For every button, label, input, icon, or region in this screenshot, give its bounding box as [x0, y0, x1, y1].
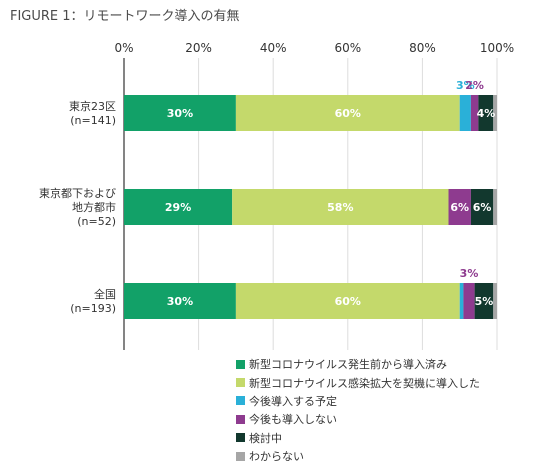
bar-segment	[470, 95, 479, 131]
legend-label: 新型コロナウイルス発生前から導入済み	[249, 358, 447, 372]
bar-segment	[124, 283, 236, 319]
legend-label: 検討中	[249, 431, 282, 445]
chart-legend: 新型コロナウイルス発生前から導入済み新型コロナウイルス感染拡大を契機に導入した今…	[236, 355, 480, 465]
bar-segment	[463, 283, 475, 319]
data-label: 30%	[167, 107, 193, 120]
legend-swatch	[236, 359, 245, 369]
legend-item: 新型コロナウイルス感染拡大を契機に導入した	[236, 373, 480, 391]
category-label: 全国	[94, 287, 116, 301]
data-label: 4%	[477, 107, 496, 120]
legend-item: 新型コロナウイルス発生前から導入済み	[236, 355, 480, 373]
data-label: 30%	[167, 295, 193, 308]
legend-item: 今後も導入しない	[236, 410, 480, 428]
legend-label: わからない	[249, 450, 304, 464]
x-tick-label: 40%	[260, 41, 287, 55]
legend-swatch	[236, 414, 245, 424]
category-label: 東京都下および	[39, 186, 116, 200]
bar-segment	[232, 189, 449, 225]
bar-segment	[470, 189, 494, 225]
data-label: 29%	[165, 201, 191, 214]
x-tick-label: 60%	[334, 41, 361, 55]
bar-segment	[478, 95, 494, 131]
category-label: 地方都市	[72, 200, 116, 214]
category-label: (n=193)	[70, 302, 116, 315]
data-label: 60%	[335, 107, 361, 120]
data-label: 3%	[456, 79, 475, 92]
category-label: (n=52)	[77, 215, 116, 228]
bar-segment	[493, 189, 497, 225]
bar-segment	[474, 283, 494, 319]
legend-swatch	[236, 451, 245, 461]
legend-item: 今後導入する予定	[236, 392, 480, 410]
data-label: 58%	[327, 201, 353, 214]
bar-segment	[235, 283, 460, 319]
legend-label: 今後導入する予定	[249, 394, 337, 408]
category-label: 東京23区	[69, 99, 116, 113]
legend-swatch	[236, 433, 245, 443]
legend-swatch	[236, 396, 245, 406]
bar-segment	[493, 95, 497, 131]
legend-swatch	[236, 378, 245, 388]
bar-segment	[124, 95, 236, 131]
data-label: 3%	[460, 267, 479, 280]
bar-segment	[124, 189, 233, 225]
bar-segment	[493, 283, 497, 319]
category-label: (n=141)	[70, 114, 116, 127]
data-label: 5%	[475, 295, 494, 308]
x-tick-label: 100%	[480, 41, 514, 55]
data-label: 60%	[335, 295, 361, 308]
bar-segment	[459, 283, 464, 319]
bar-segment	[448, 189, 471, 225]
legend-label: 新型コロナウイルス感染拡大を契機に導入した	[249, 376, 480, 390]
bar-segment	[459, 95, 471, 131]
x-tick-label: 0%	[114, 41, 133, 55]
legend-label: 今後も導入しない	[249, 413, 337, 427]
bar-segment	[235, 95, 460, 131]
legend-item: わからない	[236, 447, 480, 465]
data-label: 2%	[465, 79, 484, 92]
figure-title: FIGURE 1：リモートワーク導入の有無	[10, 9, 240, 24]
data-label: 6%	[473, 201, 492, 214]
data-label: 6%	[450, 201, 469, 214]
x-tick-label: 20%	[185, 41, 212, 55]
x-tick-label: 80%	[409, 41, 436, 55]
legend-item: 検討中	[236, 429, 480, 447]
